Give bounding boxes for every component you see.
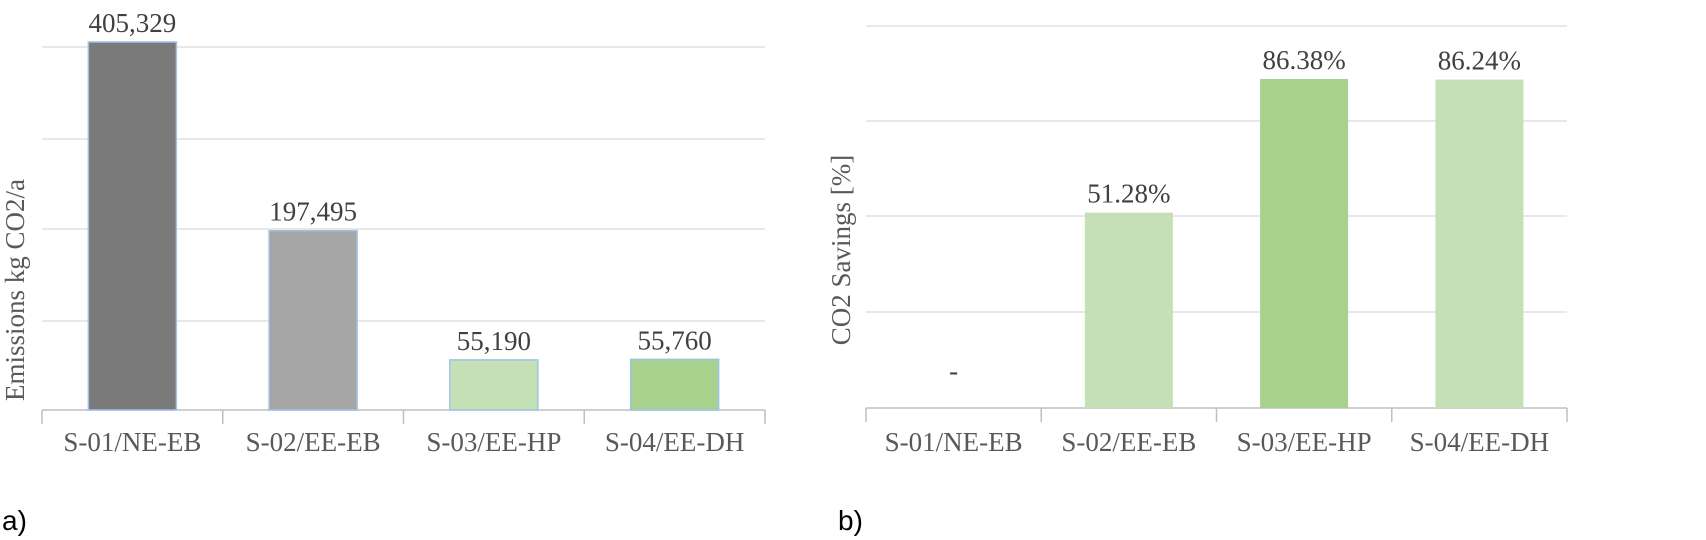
category-label: S-02/EE-EB: [246, 427, 381, 457]
savings-chart: - 51.28% 86.38% 86.24% S-01/NE-EB S-02/EE-EB…: [826, 25, 1568, 536]
data-label: 86.24%: [1438, 46, 1521, 76]
category-label: S-04/EE-DH: [1410, 427, 1549, 457]
bar-s-04-ee-dh: [1435, 79, 1524, 408]
data-label: 55,190: [457, 326, 531, 356]
bar-s-03-ee-hp: [449, 359, 539, 411]
bar-s-03-ee-hp: [1260, 79, 1349, 408]
bar-s-04-ee-dh: [629, 358, 720, 411]
panel-a-label: a): [2, 505, 27, 536]
bar-s-02-ee-eb: [268, 229, 358, 411]
category-label: S-01/NE-EB: [63, 427, 201, 457]
category-label: S-01/NE-EB: [885, 427, 1023, 457]
savings-data-labels: - 51.28% 86.38% 86.24%: [949, 45, 1521, 386]
data-label: 405,329: [89, 8, 177, 38]
category-label: S-03/EE-HP: [1237, 427, 1372, 457]
category-label: S-03/EE-HP: [426, 427, 561, 457]
savings-y-axis-title: CO2 Savings [%]: [826, 155, 856, 346]
data-label: 86.38%: [1263, 45, 1346, 75]
category-label: S-04/EE-DH: [605, 427, 744, 457]
emissions-category-labels: S-01/NE-EB S-02/EE-EB S-03/EE-HP S-04/EE-DH: [41, 410, 766, 457]
data-label: 51.28%: [1087, 179, 1170, 209]
savings-bars: [1084, 79, 1524, 408]
bar-s-01-ne-eb: [87, 41, 178, 411]
emissions-data-labels: 405,329 197,495 55,190 55,760: [89, 8, 712, 356]
category-label: S-02/EE-EB: [1061, 427, 1196, 457]
data-label: 55,760: [638, 325, 712, 355]
emissions-y-axis-title: Emissions kg CO2/a: [0, 179, 30, 401]
data-label: -: [949, 356, 958, 386]
bar-s-02-ee-eb: [1084, 212, 1173, 408]
savings-category-labels: S-01/NE-EB S-02/EE-EB S-03/EE-HP S-04/EE-DH: [865, 408, 1568, 457]
panel-b-label: b): [838, 505, 863, 536]
data-label: 197,495: [269, 197, 357, 227]
emissions-bars: [87, 41, 720, 411]
